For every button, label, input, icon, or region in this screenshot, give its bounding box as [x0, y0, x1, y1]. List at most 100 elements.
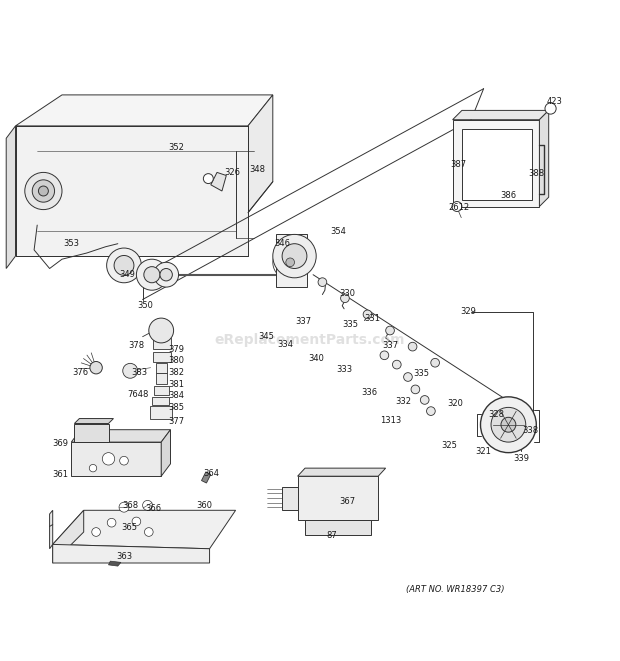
Circle shape	[136, 259, 167, 290]
Polygon shape	[53, 510, 84, 563]
Text: 352: 352	[169, 143, 185, 152]
Polygon shape	[462, 129, 532, 200]
Circle shape	[431, 358, 440, 367]
Text: 348: 348	[249, 165, 265, 174]
Circle shape	[32, 180, 55, 202]
Circle shape	[203, 174, 213, 184]
Circle shape	[120, 456, 128, 465]
Text: 382: 382	[169, 368, 185, 377]
Text: 330: 330	[339, 289, 355, 298]
Circle shape	[144, 527, 153, 536]
Polygon shape	[202, 472, 211, 483]
Text: 384: 384	[169, 391, 185, 400]
Text: 387: 387	[451, 160, 467, 169]
Polygon shape	[108, 561, 121, 566]
Text: 331: 331	[364, 313, 380, 323]
Text: 363: 363	[116, 553, 132, 561]
Circle shape	[420, 395, 429, 405]
Circle shape	[114, 256, 134, 276]
Text: 320: 320	[448, 399, 464, 408]
Text: 364: 364	[203, 469, 219, 478]
Polygon shape	[53, 510, 236, 549]
Circle shape	[491, 407, 526, 442]
Circle shape	[380, 351, 389, 360]
Text: eReplacementParts.com: eReplacementParts.com	[215, 332, 405, 347]
Circle shape	[427, 407, 435, 416]
Circle shape	[363, 310, 372, 319]
Polygon shape	[16, 126, 248, 256]
Polygon shape	[282, 486, 298, 510]
Circle shape	[340, 294, 349, 303]
Bar	[154, 386, 169, 395]
Text: 349: 349	[119, 270, 135, 279]
Polygon shape	[50, 510, 53, 549]
Text: 332: 332	[395, 397, 411, 407]
Circle shape	[123, 364, 138, 378]
Circle shape	[273, 235, 316, 278]
Circle shape	[107, 248, 141, 283]
Text: 337: 337	[296, 317, 312, 326]
Polygon shape	[74, 424, 108, 442]
Circle shape	[160, 268, 172, 281]
Bar	[156, 363, 167, 373]
Text: 381: 381	[169, 380, 185, 389]
Text: 337: 337	[383, 342, 399, 350]
Bar	[156, 373, 167, 385]
Polygon shape	[298, 476, 378, 520]
Polygon shape	[248, 95, 273, 213]
Text: (ART NO. WR18397 C3): (ART NO. WR18397 C3)	[407, 585, 505, 594]
Circle shape	[154, 262, 179, 287]
Circle shape	[392, 360, 401, 369]
Polygon shape	[6, 126, 16, 268]
Circle shape	[501, 417, 516, 432]
Text: 378: 378	[128, 341, 144, 350]
Text: 350: 350	[138, 301, 154, 310]
Text: 366: 366	[146, 504, 162, 513]
Text: 345: 345	[259, 332, 275, 341]
Text: 329: 329	[460, 307, 476, 317]
Text: 380: 380	[169, 356, 185, 365]
Text: 335: 335	[414, 369, 430, 378]
Circle shape	[386, 326, 394, 335]
Text: 386: 386	[500, 191, 516, 200]
Text: 326: 326	[224, 168, 241, 177]
Circle shape	[408, 342, 417, 351]
Circle shape	[143, 500, 153, 510]
Text: 360: 360	[197, 501, 213, 510]
Polygon shape	[453, 110, 549, 120]
Text: 368: 368	[122, 501, 138, 510]
Circle shape	[38, 186, 48, 196]
Text: 367: 367	[339, 496, 355, 506]
Text: 388: 388	[528, 169, 544, 178]
Text: 335: 335	[342, 320, 358, 329]
Text: 376: 376	[73, 368, 89, 377]
Circle shape	[282, 244, 307, 268]
Text: 365: 365	[121, 523, 137, 531]
Polygon shape	[53, 545, 210, 563]
Text: 353: 353	[63, 239, 79, 248]
Text: 333: 333	[336, 365, 352, 374]
Bar	[150, 406, 172, 418]
Text: 2612: 2612	[448, 203, 469, 212]
Text: 354: 354	[330, 227, 346, 236]
Circle shape	[411, 385, 420, 394]
Polygon shape	[539, 110, 549, 206]
Polygon shape	[74, 418, 113, 424]
Text: 339: 339	[513, 454, 529, 463]
Text: 1313: 1313	[380, 416, 401, 425]
Text: 377: 377	[169, 417, 185, 426]
Polygon shape	[71, 430, 170, 442]
Bar	[153, 338, 170, 349]
Text: 334: 334	[277, 340, 293, 348]
Polygon shape	[71, 442, 161, 476]
Circle shape	[480, 397, 536, 453]
Text: 340: 340	[308, 354, 324, 363]
Text: 346: 346	[274, 239, 290, 248]
Text: 423: 423	[547, 97, 563, 106]
Text: 369: 369	[53, 439, 69, 448]
Polygon shape	[276, 235, 307, 287]
Circle shape	[90, 362, 102, 374]
Circle shape	[107, 518, 116, 527]
Circle shape	[25, 173, 62, 210]
Polygon shape	[211, 173, 226, 191]
